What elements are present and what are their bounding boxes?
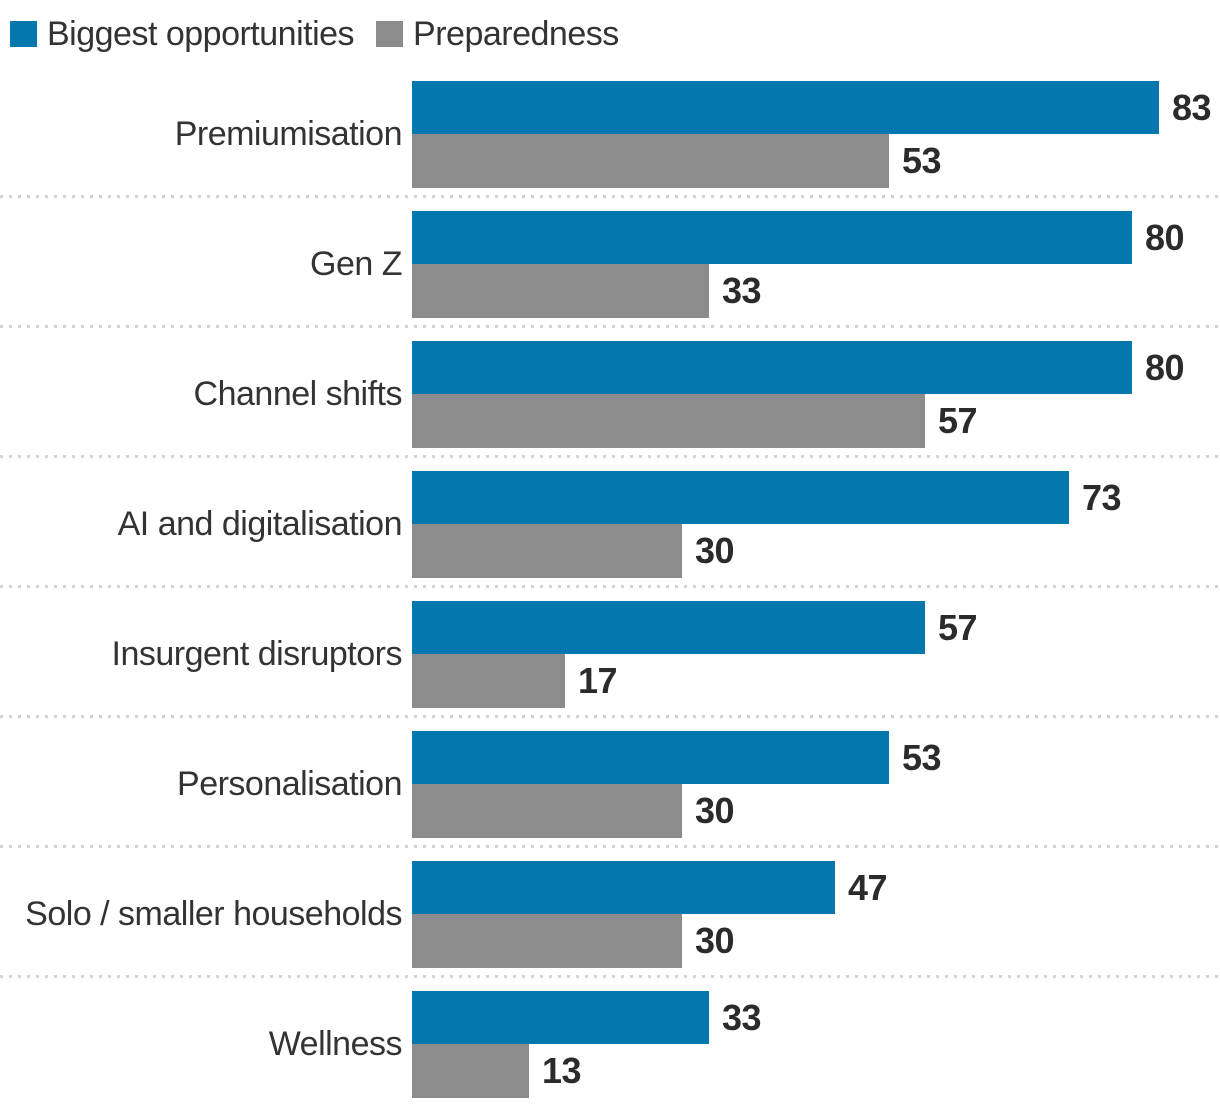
opportunities-value-label: 73	[1082, 476, 1122, 518]
chart-rows: Premiumisation 83 53 Gen Z 80	[0, 68, 1220, 1108]
bar-group: 73 30	[412, 471, 1220, 578]
bar-line-opportunities: 83	[412, 81, 1220, 134]
opportunities-bar	[412, 861, 835, 914]
legend-swatch-biggest-opportunities	[10, 21, 37, 47]
legend-label-biggest-opportunities: Biggest opportunities	[47, 14, 355, 53]
bar-line-opportunities: 73	[412, 471, 1220, 524]
bar-group: 80 57	[412, 341, 1220, 448]
chart-row: Insurgent disruptors 57 17	[0, 588, 1220, 718]
category-label: Solo / smaller households	[25, 895, 402, 933]
preparedness-bar	[412, 654, 565, 708]
opportunities-bar	[412, 991, 709, 1044]
bar-group: 53 30	[412, 731, 1220, 838]
opportunities-value-label: 80	[1145, 216, 1185, 258]
bar-line-preparedness: 57	[412, 394, 1220, 448]
opportunities-bar	[412, 211, 1132, 264]
opportunities-bar	[412, 81, 1159, 134]
opportunities-value-label: 83	[1172, 86, 1212, 128]
opportunities-bar	[412, 341, 1132, 394]
chart-row: Personalisation 53 30	[0, 718, 1220, 848]
bar-line-preparedness: 30	[412, 914, 1220, 968]
category-label: Personalisation	[177, 765, 402, 803]
preparedness-value-label: 17	[578, 660, 618, 701]
bar-line-opportunities: 47	[412, 861, 1220, 914]
preparedness-value-label: 30	[695, 920, 735, 961]
preparedness-bar	[412, 134, 889, 188]
chart-row: Gen Z 80 33	[0, 198, 1220, 328]
category-label: Insurgent disruptors	[111, 635, 403, 673]
bar-line-preparedness: 33	[412, 264, 1220, 318]
bar-line-preparedness: 30	[412, 524, 1220, 578]
legend-item-preparedness: Preparedness	[376, 15, 619, 54]
opportunities-value-label: 57	[938, 606, 978, 648]
preparedness-bar	[412, 264, 709, 318]
opportunities-value-label: 53	[902, 736, 942, 778]
opportunities-value-label: 33	[722, 996, 762, 1038]
bar-group: 80 33	[412, 211, 1220, 318]
bar-group: 33 13	[412, 991, 1220, 1098]
bar-line-opportunities: 33	[412, 991, 1220, 1044]
bar-line-preparedness: 17	[412, 654, 1220, 708]
opportunities-bar	[412, 471, 1069, 524]
category-label: Gen Z	[310, 245, 402, 283]
bar-line-preparedness: 30	[412, 784, 1220, 838]
category-label: Channel shifts	[193, 375, 403, 413]
opportunities-value-label: 47	[848, 866, 888, 908]
legend-label-preparedness: Preparedness	[413, 14, 619, 53]
chart-row: Solo / smaller households 47 30	[0, 848, 1220, 978]
preparedness-value-label: 30	[695, 530, 735, 571]
bar-group: 83 53	[412, 81, 1220, 188]
preparedness-bar	[412, 1044, 529, 1098]
chart-row: Premiumisation 83 53	[0, 68, 1220, 198]
opportunities-bar	[412, 601, 925, 654]
opportunities-value-label: 80	[1145, 346, 1185, 388]
preparedness-bar	[412, 394, 925, 448]
opportunities-bar	[412, 731, 889, 784]
category-label: Premiumisation	[174, 115, 403, 153]
preparedness-value-label: 57	[938, 400, 978, 441]
bar-line-opportunities: 53	[412, 731, 1220, 784]
bar-line-opportunities: 80	[412, 341, 1220, 394]
category-label: Wellness	[268, 1025, 403, 1063]
bar-group: 47 30	[412, 861, 1220, 968]
preparedness-bar	[412, 524, 682, 578]
legend: Biggest opportunities Preparedness	[0, 0, 1220, 68]
preparedness-value-label: 30	[695, 790, 735, 831]
preparedness-bar	[412, 914, 682, 968]
preparedness-value-label: 53	[902, 140, 942, 181]
chart-row: Channel shifts 80 57	[0, 328, 1220, 458]
category-label: AI and digitalisation	[117, 505, 403, 543]
chart-row: Wellness 33 13	[0, 978, 1220, 1108]
bar-group: 57 17	[412, 601, 1220, 708]
bar-line-opportunities: 57	[412, 601, 1220, 654]
bar-line-preparedness: 13	[412, 1044, 1220, 1098]
bar-line-preparedness: 53	[412, 134, 1220, 188]
preparedness-value-label: 13	[542, 1050, 582, 1091]
legend-item-biggest-opportunities: Biggest opportunities	[10, 14, 355, 54]
bar-line-opportunities: 80	[412, 211, 1220, 264]
chart-row: AI and digitalisation 73 30	[0, 458, 1220, 588]
legend-swatch-preparedness	[376, 21, 404, 47]
preparedness-value-label: 33	[722, 270, 762, 311]
preparedness-bar	[412, 784, 682, 838]
